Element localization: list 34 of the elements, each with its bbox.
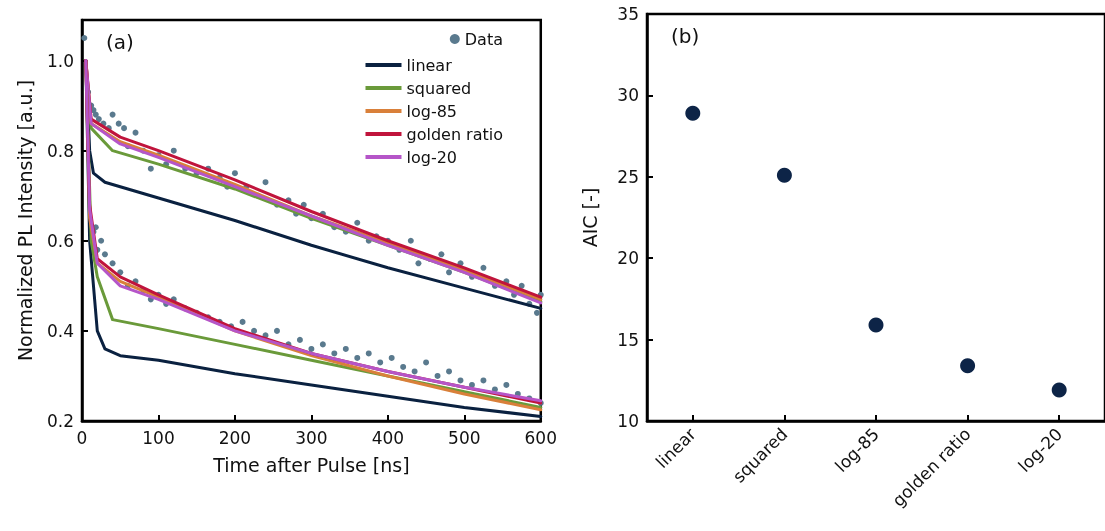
y-tick-label: 30 <box>617 85 639 106</box>
y-tick-label: 0.2 <box>46 411 74 431</box>
x-tick-label: 0 <box>76 427 88 448</box>
y-axis-title: AIC [-] <box>578 187 601 248</box>
y-tick-label: 20 <box>617 248 639 269</box>
y-tick-label: 0.6 <box>46 230 74 251</box>
y-tick-label: 0.4 <box>46 320 74 341</box>
point <box>960 358 976 374</box>
legend-label: Data <box>464 29 503 49</box>
point <box>1051 382 1067 398</box>
legend-label: log-85 <box>406 101 458 121</box>
legend-label: golden ratio <box>406 124 504 144</box>
y-tick-label: 15 <box>617 329 639 350</box>
x-tick-label: 200 <box>218 427 252 448</box>
x-tick-label: 400 <box>371 427 405 448</box>
annotation: (a) <box>106 30 134 54</box>
y-tick-label: 0.8 <box>46 140 74 161</box>
point <box>776 167 792 183</box>
x-tick-label: 300 <box>295 427 328 448</box>
y-tick-label: 1.0 <box>46 50 74 71</box>
x-axis-title: Time after Pulse [ns] <box>212 453 410 476</box>
legend-label: squared <box>406 78 472 98</box>
point <box>868 317 884 333</box>
point <box>685 105 701 121</box>
y-tick-label: 35 <box>617 4 639 24</box>
legend-label: linear <box>406 55 453 75</box>
annotation: (b) <box>671 24 700 48</box>
legend-label: log-20 <box>406 147 458 167</box>
y-tick-label: 10 <box>617 411 639 431</box>
y-axis-title: Normalized PL Intensity [a.u.] <box>13 79 36 362</box>
x-tick-label: 600 <box>524 427 557 448</box>
y-tick-label: 25 <box>617 166 639 187</box>
x-tick-label: 100 <box>142 427 175 448</box>
x-tick-label: 500 <box>448 427 481 448</box>
